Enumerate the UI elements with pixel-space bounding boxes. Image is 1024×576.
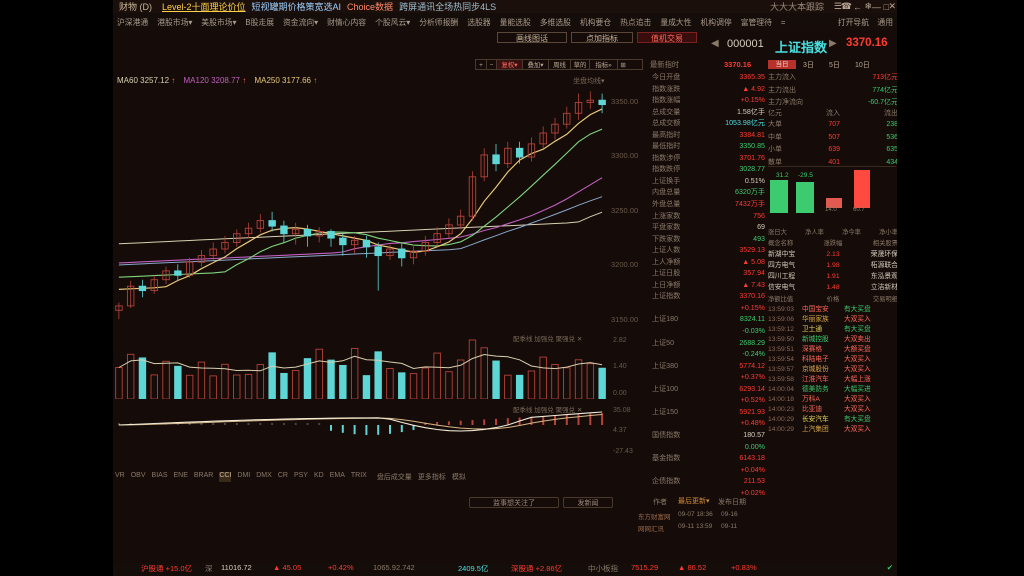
svg-text:14.0: 14.0 (825, 207, 837, 213)
svg-text:-29.5: -29.5 (798, 172, 813, 179)
svg-text:31.2: 31.2 (776, 172, 789, 179)
svg-text:60.7: 60.7 (853, 207, 865, 213)
